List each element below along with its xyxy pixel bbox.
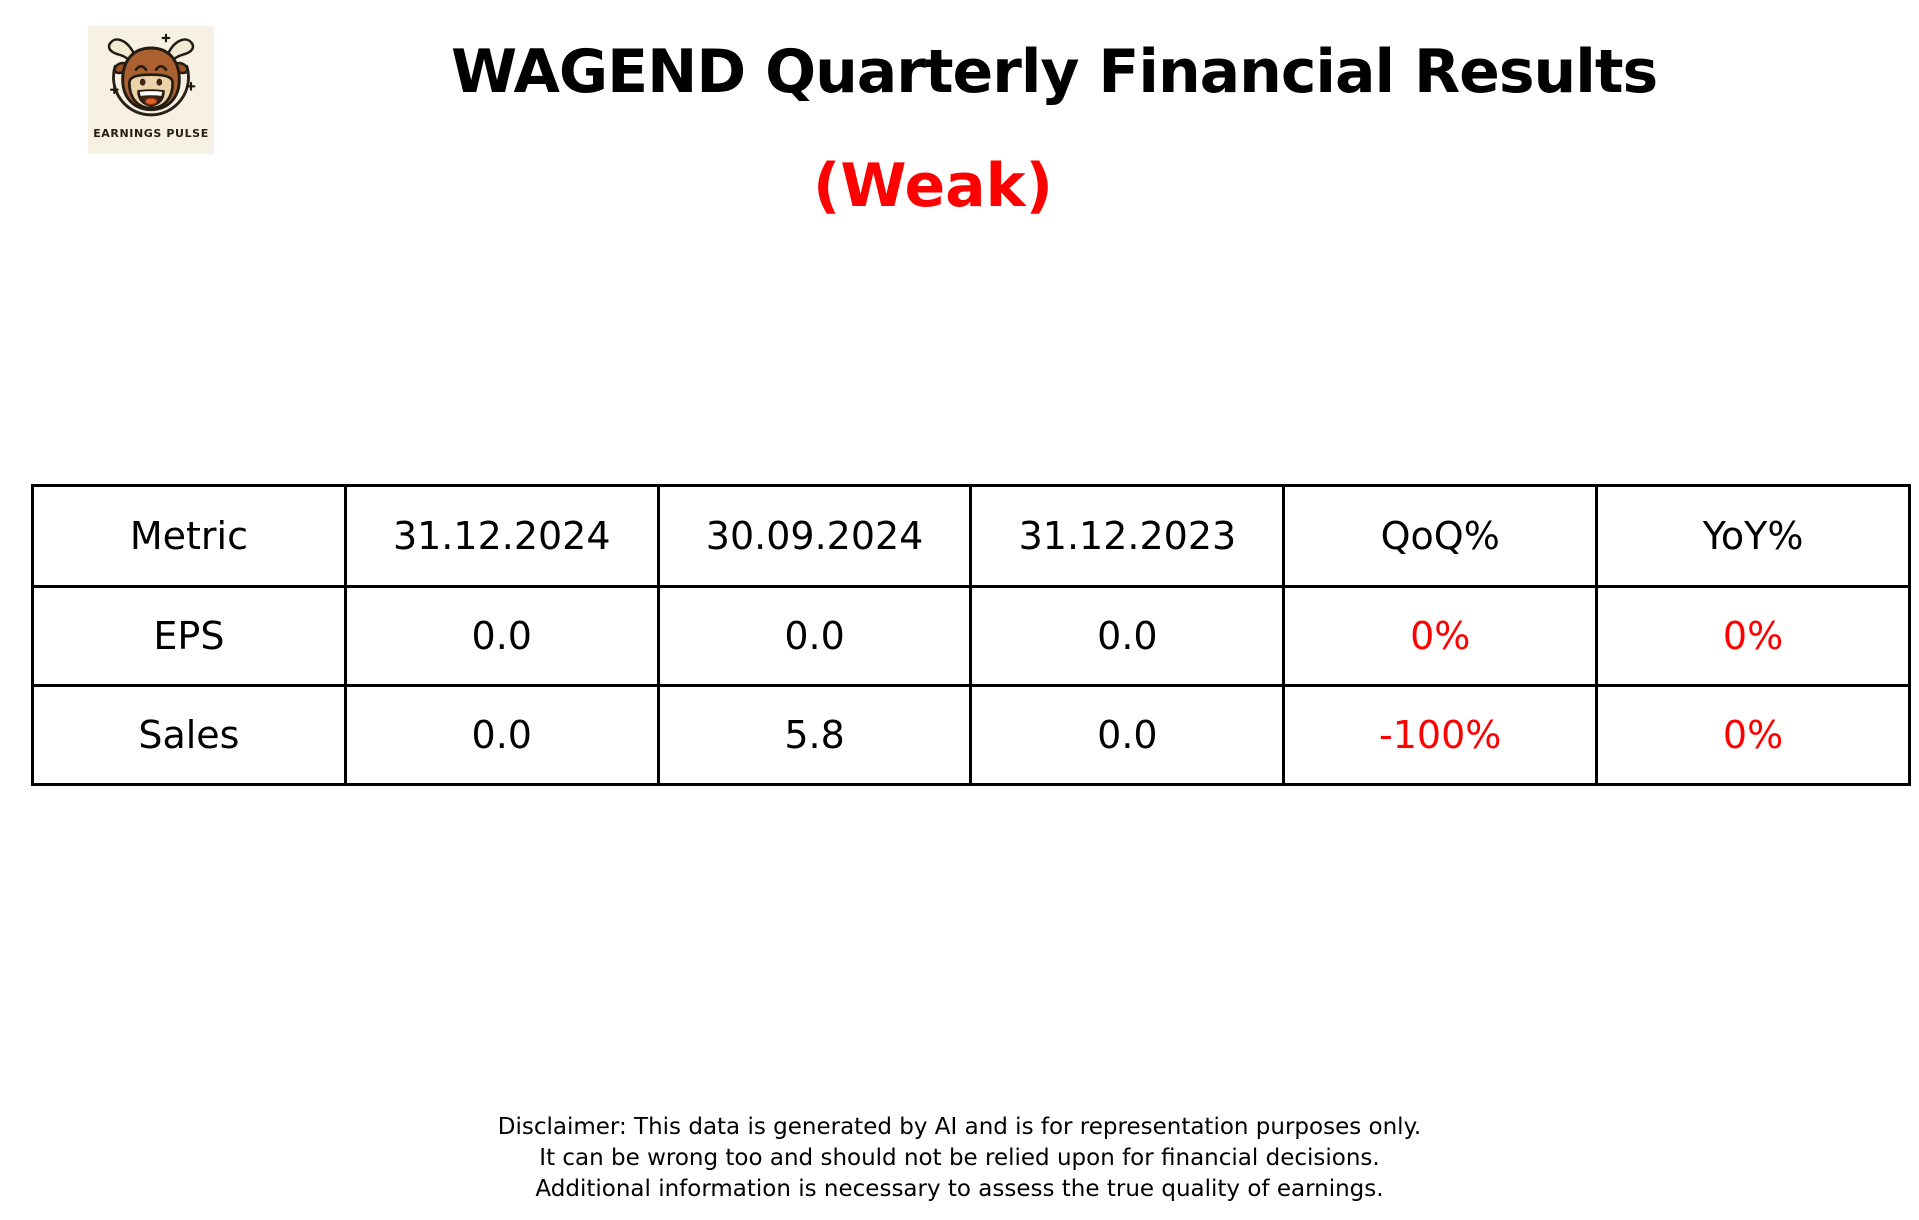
metric-label: Sales	[31, 684, 347, 786]
status-label: (Weak)	[813, 151, 1053, 221]
quarterly-results-table: Metric 31.12.2024 30.09.2024 31.12.2023 …	[31, 484, 1911, 786]
sales-q-previous: 5.8	[656, 684, 973, 786]
column-header-qoq: QoQ%	[1282, 484, 1599, 588]
laughing-bull-icon	[107, 33, 196, 117]
eps-qoq-pct: 0%	[1282, 585, 1599, 687]
column-header-q-yearago: 31.12.2023	[969, 484, 1286, 588]
eps-q-current: 0.0	[343, 585, 660, 687]
column-header-q-current: 31.12.2024	[343, 484, 660, 588]
page-title: WAGEND Quarterly Financial Results	[451, 37, 1658, 107]
sales-q-yearago: 0.0	[969, 684, 1286, 786]
earnings-pulse-logo: EARNINGS PULSE	[88, 26, 214, 154]
disclaimer-line: It can be wrong too and should not be re…	[539, 1145, 1380, 1171]
table-header-row: Metric 31.12.2024 30.09.2024 31.12.2023 …	[31, 484, 1911, 588]
eps-yoy-pct: 0%	[1595, 585, 1911, 687]
table-row-eps: EPS 0.0 0.0 0.0 0% 0%	[31, 585, 1911, 687]
sales-qoq-pct: -100%	[1282, 684, 1599, 786]
eps-q-previous: 0.0	[656, 585, 973, 687]
table-row-sales: Sales 0.0 5.8 0.0 -100% 0%	[31, 684, 1911, 786]
brand-name: EARNINGS PULSE	[93, 127, 209, 140]
disclaimer-line: Additional information is necessary to a…	[535, 1176, 1384, 1202]
disclaimer-line: Disclaimer: This data is generated by AI…	[497, 1114, 1422, 1140]
disclaimer: Disclaimer: This data is generated by AI…	[0, 1112, 1919, 1205]
column-header-q-previous: 30.09.2024	[656, 484, 973, 588]
column-header-yoy: YoY%	[1595, 484, 1911, 588]
sales-yoy-pct: 0%	[1595, 684, 1911, 786]
sales-q-current: 0.0	[343, 684, 660, 786]
column-header-metric: Metric	[31, 484, 347, 588]
eps-q-yearago: 0.0	[969, 585, 1286, 687]
metric-label: EPS	[31, 585, 347, 687]
